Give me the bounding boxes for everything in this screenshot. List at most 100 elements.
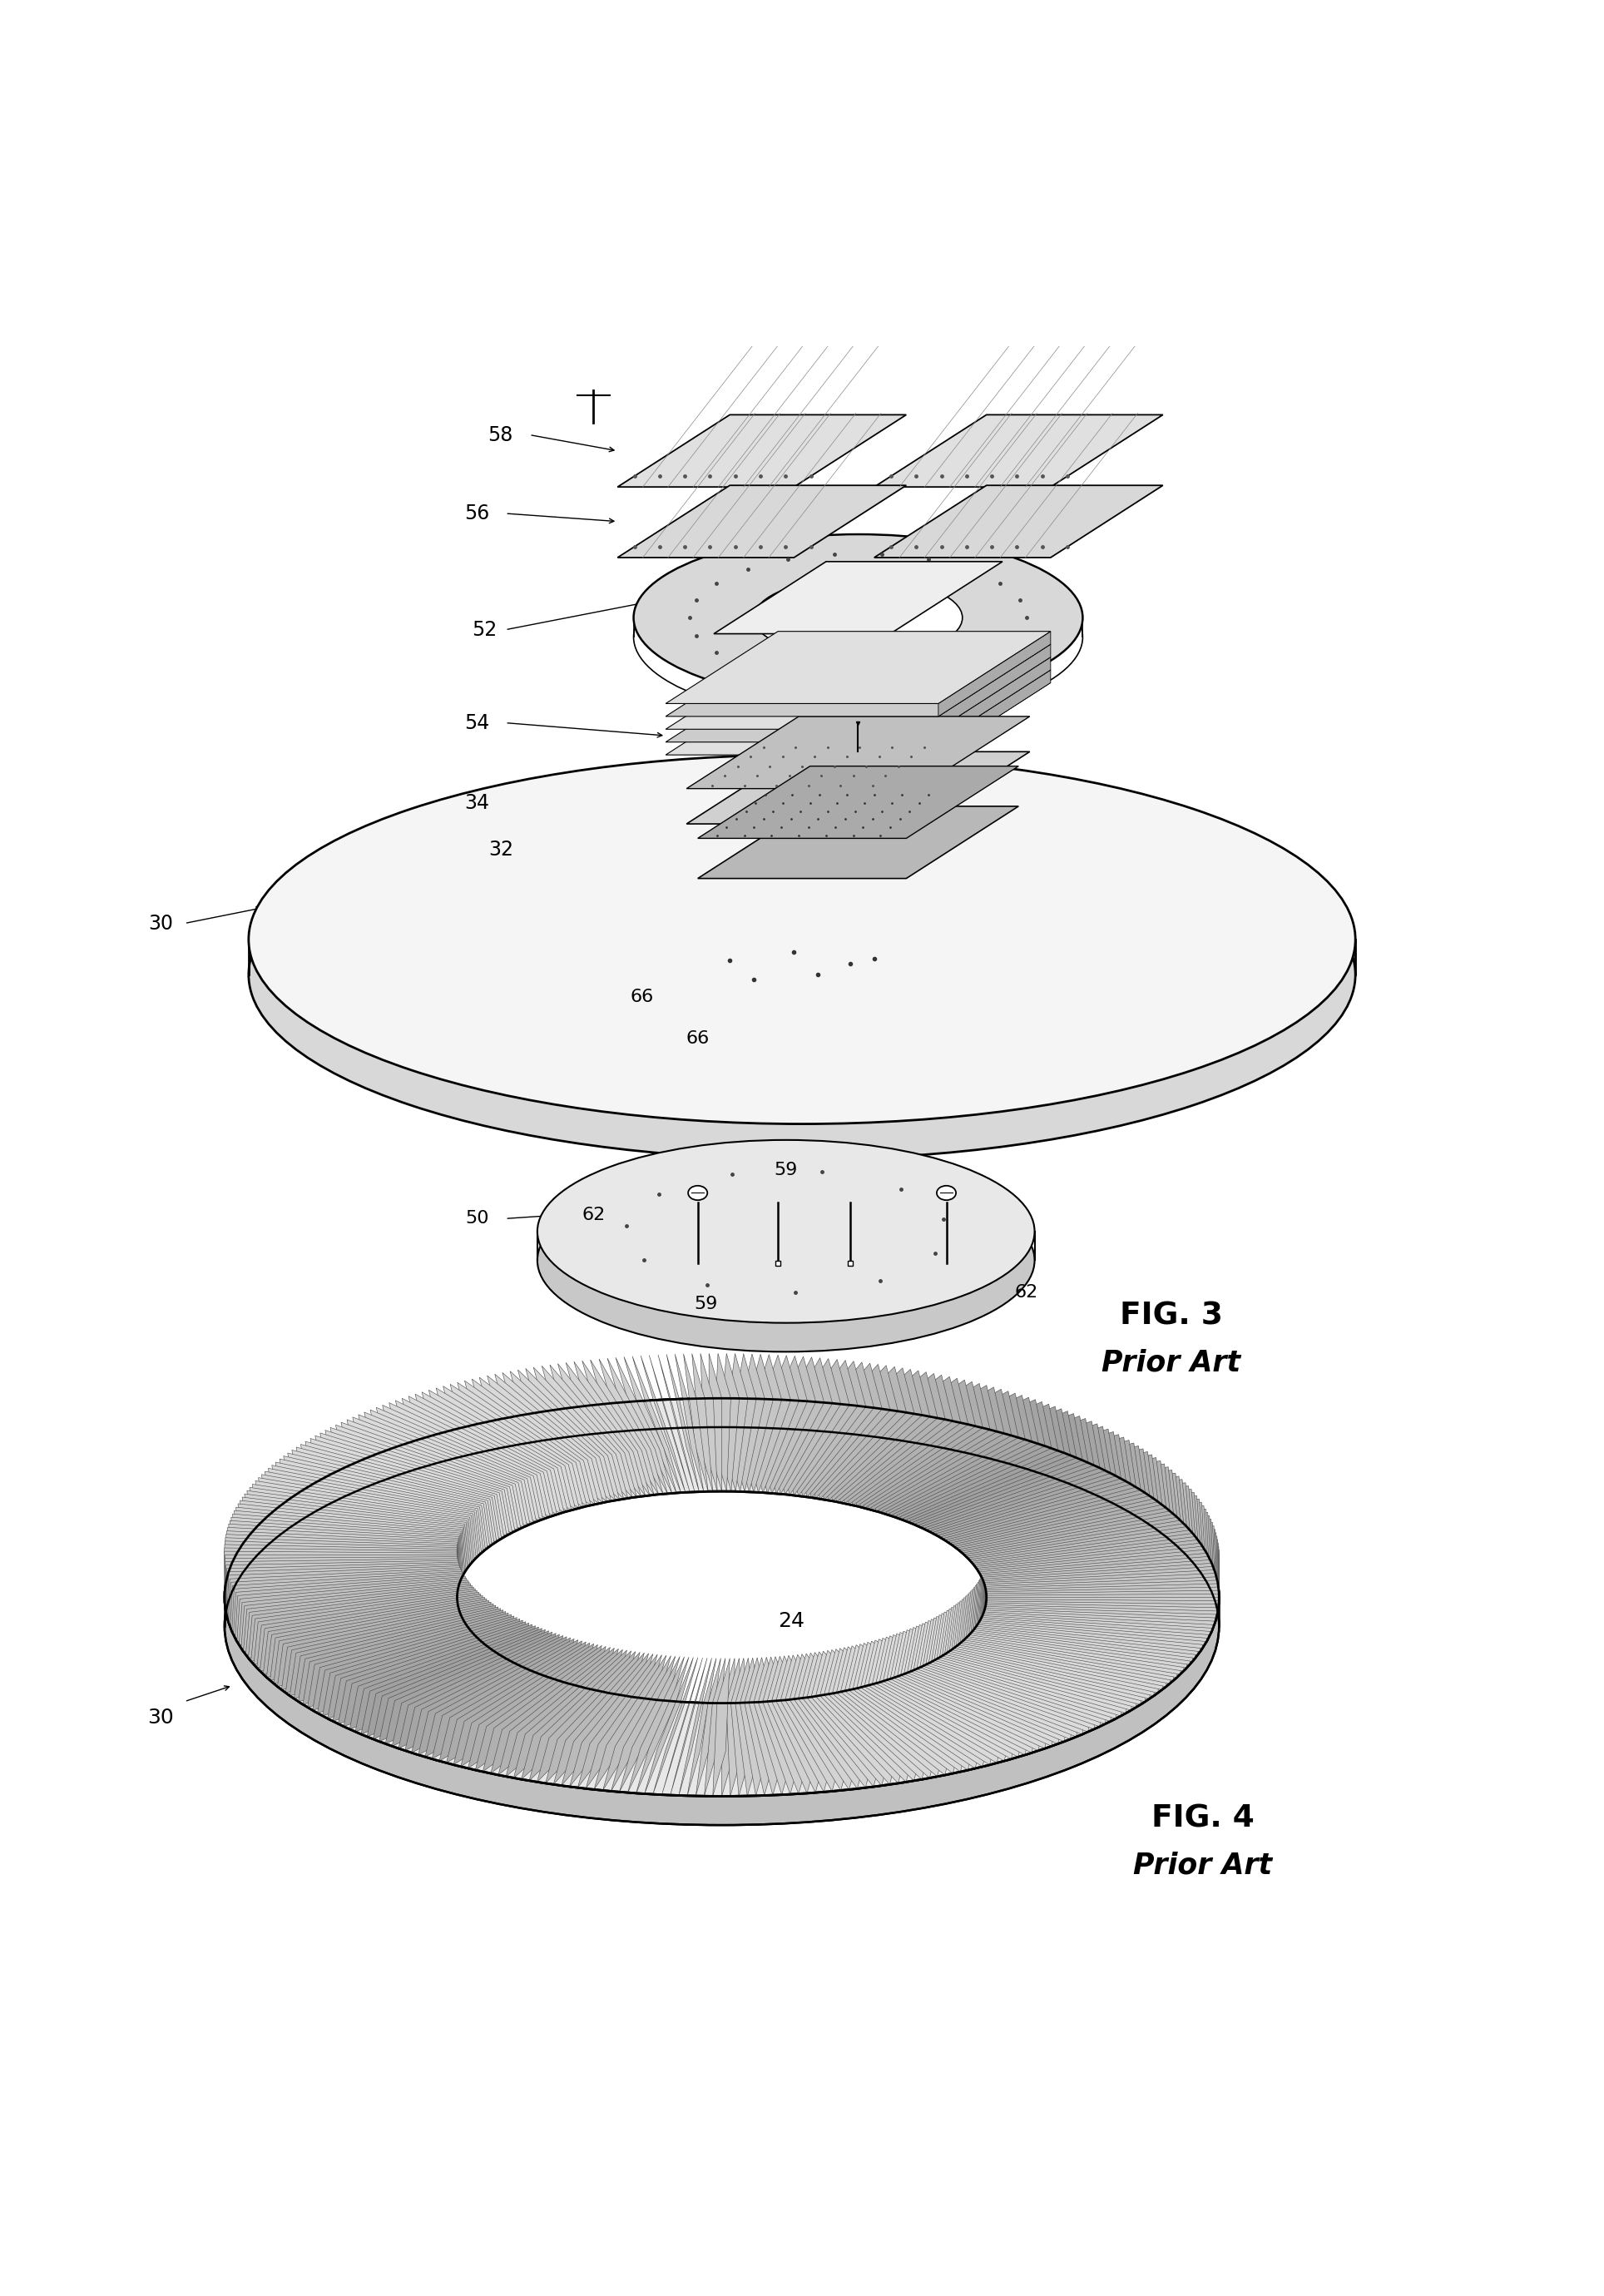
Polygon shape bbox=[986, 1545, 1219, 1596]
Polygon shape bbox=[577, 1655, 658, 1789]
Polygon shape bbox=[982, 1570, 1213, 1635]
Polygon shape bbox=[895, 1407, 1065, 1520]
Polygon shape bbox=[731, 1355, 765, 1492]
Polygon shape bbox=[334, 1621, 523, 1722]
Polygon shape bbox=[712, 1658, 730, 1795]
Polygon shape bbox=[786, 1362, 866, 1497]
Polygon shape bbox=[893, 1630, 1054, 1750]
Polygon shape bbox=[603, 1655, 670, 1791]
Polygon shape bbox=[982, 1522, 1214, 1582]
Polygon shape bbox=[687, 1658, 717, 1795]
Polygon shape bbox=[945, 1451, 1153, 1545]
Polygon shape bbox=[561, 1653, 648, 1786]
Polygon shape bbox=[768, 1357, 832, 1495]
Polygon shape bbox=[972, 1584, 1197, 1662]
Polygon shape bbox=[361, 1628, 539, 1733]
Polygon shape bbox=[905, 1414, 1083, 1525]
Polygon shape bbox=[488, 1375, 603, 1502]
Polygon shape bbox=[977, 1506, 1206, 1573]
Polygon shape bbox=[986, 1554, 1219, 1605]
Polygon shape bbox=[709, 1352, 722, 1492]
Polygon shape bbox=[868, 1639, 1007, 1763]
Polygon shape bbox=[637, 1658, 688, 1793]
Polygon shape bbox=[908, 1626, 1079, 1738]
Polygon shape bbox=[874, 484, 1163, 558]
Polygon shape bbox=[598, 1359, 662, 1495]
Polygon shape bbox=[451, 1384, 584, 1506]
Polygon shape bbox=[958, 1467, 1174, 1552]
Polygon shape bbox=[326, 1430, 515, 1531]
Polygon shape bbox=[861, 1387, 1004, 1511]
Polygon shape bbox=[618, 484, 906, 558]
Polygon shape bbox=[371, 1410, 539, 1520]
Polygon shape bbox=[929, 1616, 1118, 1722]
Ellipse shape bbox=[937, 1185, 956, 1201]
Polygon shape bbox=[616, 1357, 672, 1492]
Polygon shape bbox=[759, 1357, 816, 1492]
Ellipse shape bbox=[754, 579, 962, 659]
Polygon shape bbox=[266, 1598, 484, 1678]
Polygon shape bbox=[415, 1394, 565, 1513]
Text: 59: 59 bbox=[775, 1162, 797, 1178]
Text: Prior Art: Prior Art bbox=[1134, 1851, 1272, 1880]
Polygon shape bbox=[799, 1364, 890, 1497]
Text: 32: 32 bbox=[488, 840, 513, 859]
Polygon shape bbox=[666, 645, 1051, 716]
Polygon shape bbox=[234, 1575, 464, 1635]
Polygon shape bbox=[887, 1401, 1052, 1518]
Polygon shape bbox=[244, 1584, 470, 1651]
Polygon shape bbox=[865, 1639, 1001, 1766]
Polygon shape bbox=[521, 1651, 627, 1779]
Polygon shape bbox=[228, 1566, 460, 1619]
Polygon shape bbox=[714, 1352, 731, 1492]
Polygon shape bbox=[908, 1417, 1088, 1525]
Polygon shape bbox=[977, 1577, 1206, 1649]
Polygon shape bbox=[666, 670, 1051, 742]
Ellipse shape bbox=[457, 1492, 986, 1704]
Polygon shape bbox=[300, 1444, 502, 1538]
Polygon shape bbox=[840, 1646, 956, 1775]
Polygon shape bbox=[751, 1355, 799, 1492]
Polygon shape bbox=[954, 1465, 1169, 1552]
Polygon shape bbox=[986, 1543, 1219, 1593]
Polygon shape bbox=[675, 1355, 704, 1492]
Polygon shape bbox=[816, 1651, 909, 1784]
Ellipse shape bbox=[537, 1141, 1035, 1322]
Polygon shape bbox=[653, 1658, 698, 1793]
Polygon shape bbox=[237, 1577, 467, 1642]
Polygon shape bbox=[398, 1635, 560, 1747]
Polygon shape bbox=[938, 1442, 1140, 1541]
Polygon shape bbox=[876, 1637, 1022, 1759]
Text: 24: 24 bbox=[778, 1612, 805, 1630]
Polygon shape bbox=[566, 1362, 645, 1497]
Polygon shape bbox=[611, 1655, 675, 1791]
Polygon shape bbox=[698, 767, 1019, 838]
Polygon shape bbox=[409, 1396, 560, 1513]
Polygon shape bbox=[698, 806, 1019, 879]
Polygon shape bbox=[574, 1362, 650, 1495]
Polygon shape bbox=[985, 1564, 1217, 1621]
Polygon shape bbox=[229, 1570, 462, 1626]
Polygon shape bbox=[502, 1373, 611, 1502]
Polygon shape bbox=[225, 1545, 457, 1591]
Polygon shape bbox=[940, 1609, 1139, 1711]
Text: 34: 34 bbox=[464, 792, 489, 813]
Polygon shape bbox=[229, 1520, 460, 1580]
Polygon shape bbox=[776, 1655, 836, 1791]
Polygon shape bbox=[974, 1499, 1203, 1570]
Polygon shape bbox=[403, 1398, 557, 1515]
Polygon shape bbox=[932, 1614, 1123, 1720]
Polygon shape bbox=[853, 1644, 978, 1770]
Polygon shape bbox=[749, 1658, 786, 1795]
Polygon shape bbox=[687, 751, 1030, 824]
Polygon shape bbox=[645, 1658, 693, 1793]
Polygon shape bbox=[905, 1628, 1073, 1743]
Polygon shape bbox=[292, 1451, 497, 1541]
Polygon shape bbox=[226, 1564, 459, 1614]
Polygon shape bbox=[945, 1607, 1147, 1704]
Polygon shape bbox=[842, 1378, 969, 1506]
Polygon shape bbox=[802, 1653, 885, 1786]
Polygon shape bbox=[922, 1619, 1108, 1727]
Polygon shape bbox=[446, 1642, 585, 1763]
Polygon shape bbox=[225, 1561, 459, 1607]
